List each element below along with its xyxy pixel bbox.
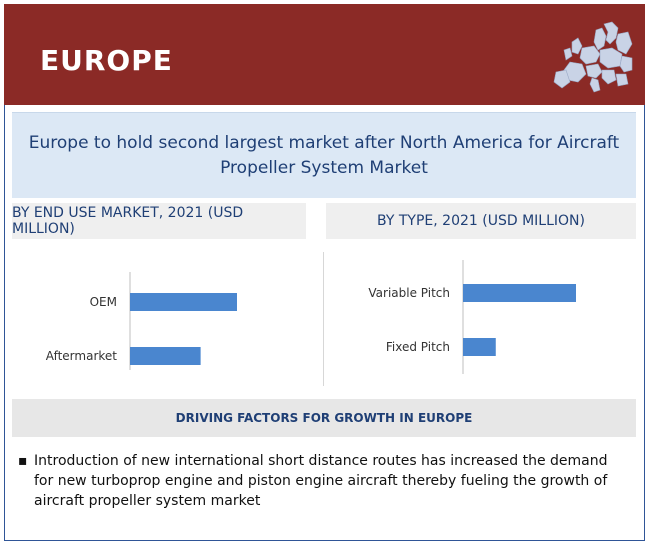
end-use-label-0: OEM	[90, 295, 117, 309]
type-label-1: Fixed Pitch	[386, 340, 450, 354]
headline-text: Europe to hold second largest market aft…	[28, 132, 620, 178]
end-use-bar-1	[130, 347, 201, 365]
end-use-label-1: Aftermarket	[46, 349, 117, 363]
type-panel-title: BY TYPE, 2021 (USD MILLION)	[326, 203, 636, 239]
region-title: EUROPE	[40, 44, 173, 77]
headline-banner: Europe to hold second largest market aft…	[12, 112, 636, 198]
bullet-icon: ▪	[18, 453, 28, 469]
end-use-bar-0	[130, 293, 237, 311]
driver-text: Introduction of new international short …	[34, 453, 608, 509]
type-bar-0	[463, 284, 576, 302]
type-bar-1	[463, 338, 496, 356]
drivers-list: ▪ Introduction of new international short…	[18, 451, 628, 511]
type-bar-chart: Variable Pitch Fixed Pitch	[368, 260, 576, 374]
drivers-title: DRIVING FACTORS FOR GROWTH IN EUROPE	[12, 399, 636, 437]
end-use-panel-title: BY END USE MARKET, 2021 (USD MILLION)	[12, 203, 306, 239]
end-use-bar-chart: OEM Aftermarket	[46, 272, 237, 370]
driver-item: ▪ Introduction of new international short…	[18, 451, 628, 511]
chart-divider	[323, 252, 324, 386]
type-label-0: Variable Pitch	[368, 286, 450, 300]
header-banner: EUROPE	[4, 4, 645, 105]
europe-map-icon	[553, 21, 633, 93]
